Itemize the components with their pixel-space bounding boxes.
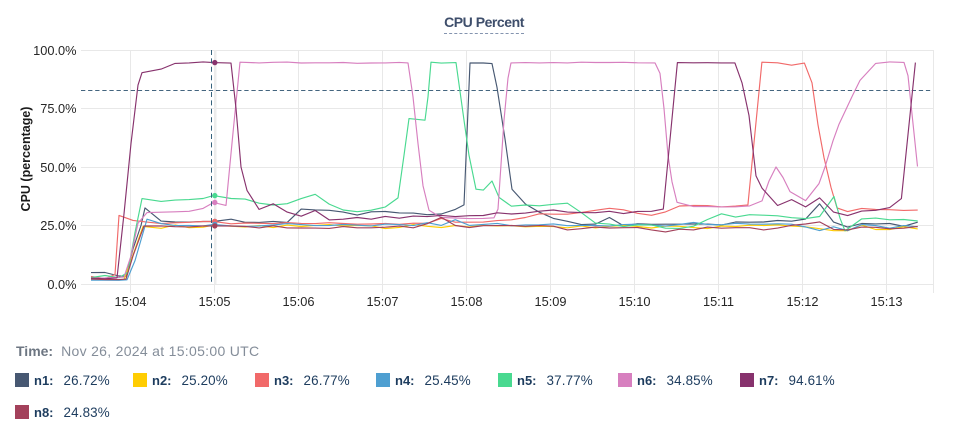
svg-text:15:10: 15:10 xyxy=(618,294,650,309)
svg-text:15:05: 15:05 xyxy=(198,294,230,309)
svg-text:50.0%: 50.0% xyxy=(40,160,76,175)
svg-text:0.0%: 0.0% xyxy=(47,277,76,292)
svg-text:CPU (percentage): CPU (percentage) xyxy=(19,107,33,212)
svg-text:15:07: 15:07 xyxy=(366,294,398,309)
svg-text:15:06: 15:06 xyxy=(282,294,314,309)
svg-text:15:12: 15:12 xyxy=(786,294,818,309)
svg-text:100.0%: 100.0% xyxy=(33,43,76,58)
svg-text:15:04: 15:04 xyxy=(114,294,146,309)
svg-text:75.0%: 75.0% xyxy=(40,101,76,116)
svg-text:15:11: 15:11 xyxy=(703,294,734,309)
svg-text:25.0%: 25.0% xyxy=(40,218,76,233)
svg-text:15:13: 15:13 xyxy=(870,294,902,309)
svg-text:15:09: 15:09 xyxy=(534,294,566,309)
svg-text:15:08: 15:08 xyxy=(450,294,482,309)
